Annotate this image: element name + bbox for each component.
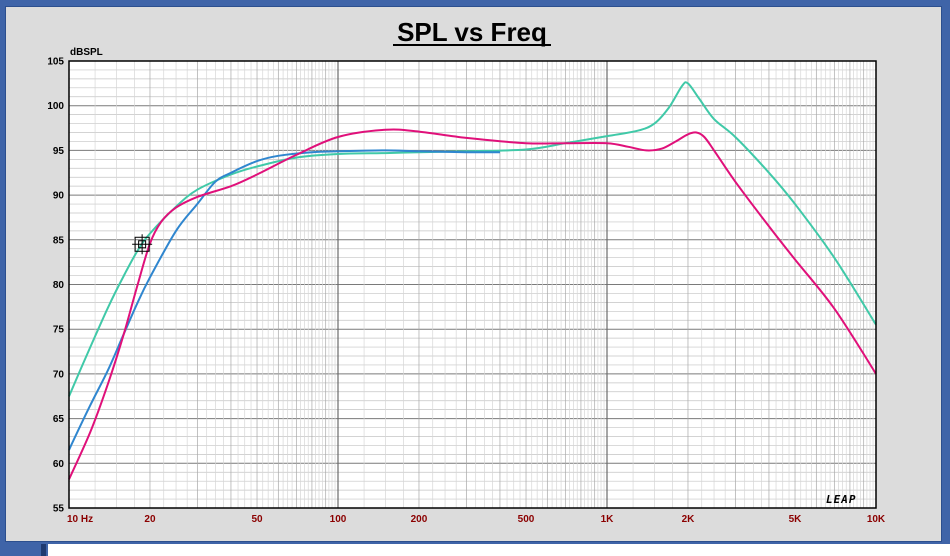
y-tick-label: 85 (53, 235, 65, 246)
bottom-strip-divider (41, 544, 46, 556)
y-tick-label: 105 (47, 57, 64, 68)
x-tick-label: 100 (330, 514, 347, 525)
bottom-strip-left (0, 544, 48, 556)
chart-title: SPL vs Freq (397, 17, 547, 47)
x-tick-label: 5K (789, 514, 803, 525)
x-tick-label: 200 (411, 514, 428, 525)
x-tick-label: 500 (518, 514, 535, 525)
y-tick-label: 65 (53, 414, 65, 425)
grid (69, 61, 876, 508)
leap-logo: LEAP (826, 493, 857, 506)
plot-frame (68, 60, 877, 509)
y-tick-label: 80 (53, 280, 65, 291)
x-tick-label: 50 (251, 514, 263, 525)
x-tick-label: 10 Hz (67, 514, 93, 525)
y-tick-label: 75 (53, 325, 65, 336)
y-tick-label: 100 (47, 101, 64, 112)
cursor-marker[interactable] (132, 234, 153, 255)
bottom-strip (0, 544, 950, 556)
x-tick-label: 2K (682, 514, 696, 525)
y-tick-label: 60 (53, 459, 65, 470)
y-axis-label: dBSPL (70, 47, 103, 58)
series-line-3 (68, 128, 877, 480)
x-axis-ticks: 10 Hz 20 50 100 200 500 1K 2K 5K 10K (67, 514, 886, 525)
y-tick-label: 55 (53, 504, 65, 515)
x-tick-label: 1K (601, 514, 615, 525)
series-line-1 (68, 81, 877, 397)
y-axis-ticks: 105 100 95 90 85 80 75 70 65 60 55 (47, 57, 64, 515)
x-tick-label: 20 (144, 514, 156, 525)
y-tick-label: 70 (53, 369, 65, 380)
y-tick-label: 90 (53, 191, 65, 202)
x-tick-label: 10K (867, 514, 886, 525)
series-group (68, 81, 877, 480)
y-tick-label: 95 (53, 146, 65, 157)
